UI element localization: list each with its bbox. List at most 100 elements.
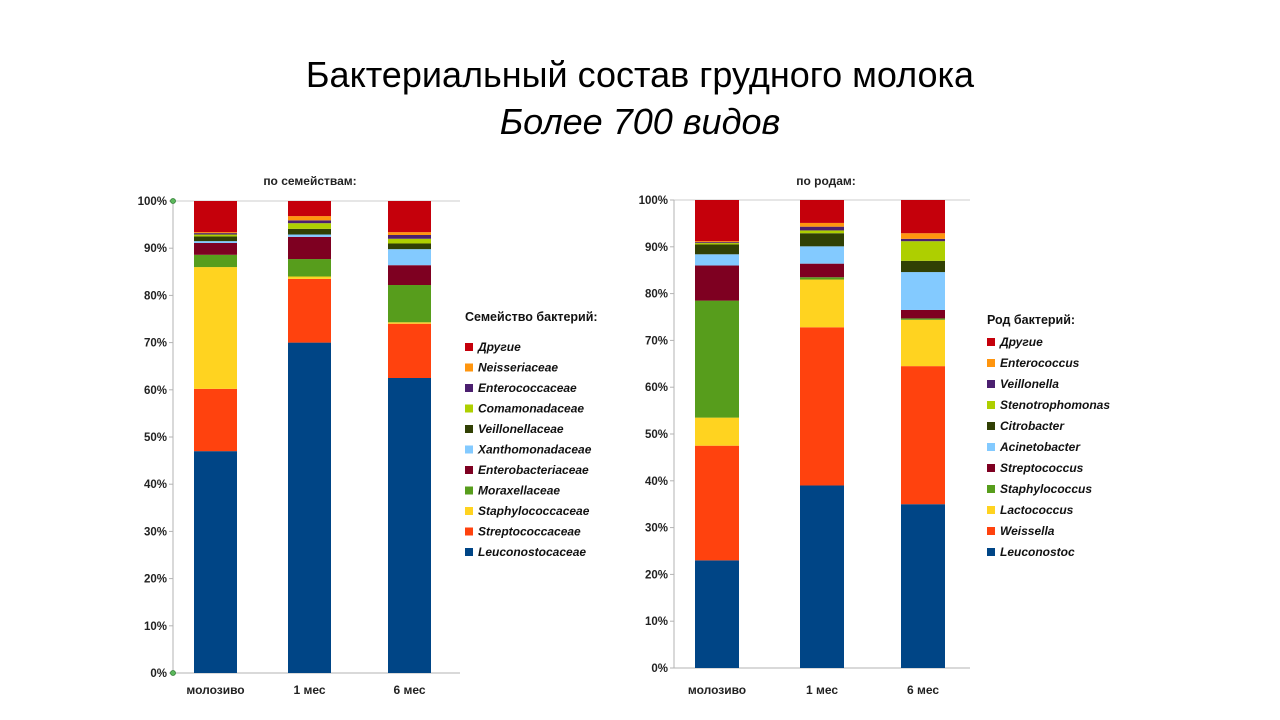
legend-label: Stenotrophomonas [1000,398,1110,412]
legend-label: Comamonadaceae [478,402,584,416]
y-tick-label: 70% [645,335,668,347]
axis-selection-handle [170,670,176,676]
legend-title: Род бактерий: [987,313,1075,327]
stacked-bar-segment [194,451,237,673]
stacked-bar-segment [388,265,431,286]
legend-swatch [465,384,473,392]
legend-swatch [465,425,473,433]
stacked-bar-segment [800,327,844,486]
axis-selection-handle [170,198,176,204]
stacked-bar-segment [695,560,739,668]
legend-label: Enterobacteriaceae [478,463,589,477]
stacked-bar-segment [695,254,739,266]
stacked-bar-segment [388,232,431,235]
stacked-bar-segment [800,279,844,328]
chart-genera: по родам: 0% 10% 20% 30% 40% 50% 60% 70% 80% 90% 10… [639,174,1111,697]
legend-swatch [987,464,995,472]
stacked-bar-segment [288,228,331,235]
y-tick-label: 50% [144,432,167,444]
legend-swatch [465,548,473,556]
legend-swatch [987,338,995,346]
stacked-bar-segment [388,378,431,673]
stacked-bar-segment [388,234,431,239]
y-tick-label: 80% [645,289,668,301]
stacked-bar-segment [288,201,331,217]
stacked-bar-segment [800,277,844,280]
y-tick-label: 70% [144,338,167,350]
stacked-bar-segment [800,263,844,278]
stacked-bar-segment [901,272,945,310]
stacked-bar-segment [800,200,844,223]
legend-label: Staphylococcus [1000,482,1092,496]
y-tick-label: 20% [144,574,167,586]
legend-swatch [987,506,995,514]
stacked-bar-segment [194,232,237,234]
legend-label: Neisseriaceae [478,361,558,375]
legend-swatch [465,363,473,372]
stacked-bar-segment [288,220,331,224]
y-tick-label: 80% [144,290,167,302]
legend-swatch [987,485,995,493]
y-tick-label: 50% [645,429,668,441]
legend-label: Veillonellaceae [478,422,564,436]
legend-label: Veillonella [1000,377,1059,391]
stacked-bar-segment [194,233,237,235]
legend-label: Acinetobacter [999,440,1081,454]
stacked-bar-segment [695,243,739,245]
legend-swatch [465,445,473,454]
stacked-bar-segment [695,241,739,243]
y-tick-label: 90% [645,242,668,254]
legend-swatch [987,401,995,409]
y-tick-label: 90% [144,243,167,255]
stacked-bar-segment [288,234,331,237]
legend-swatch [465,343,473,351]
y-tick-label: 10% [645,616,668,628]
legend-label: Citrobacter [1000,419,1065,433]
legend-swatch [465,466,473,474]
slide-title: Бактериальный состав грудного молока [305,54,975,95]
stacked-bar-segment [901,241,945,261]
stacked-bar-segment [695,200,739,242]
legend-swatch [987,380,995,388]
x-category-label: молозиво [186,683,244,697]
slide-subtitle: Более 700 видов [499,101,781,142]
y-tick-label: 40% [144,479,167,491]
legend-swatch [465,404,473,413]
legend-label: Другие [477,340,521,354]
stacked-bar-segment [901,319,945,367]
legend-swatch [465,486,473,495]
stacked-bar-segment [288,236,331,260]
x-category-label: молозиво [688,683,746,697]
stacked-bar-segment [901,318,945,320]
y-tick-label: 40% [645,476,668,488]
legend-label: Staphylococcaceae [478,504,590,518]
stacked-bar-segment [800,233,844,247]
stacked-bar-segment [800,222,844,227]
legend-label: Leuconostoc [1000,545,1075,559]
stacked-bar-segment [194,254,237,268]
legend-swatch [987,527,995,535]
stacked-bar-segment [194,243,237,255]
stacked-bar-segment [288,276,331,279]
legend-title: Семейство бактерий: [465,310,598,324]
stacked-bar-segment [901,366,945,505]
y-tick-label: 0% [150,668,167,680]
y-tick-label: 30% [645,523,668,535]
stacked-bar-segment [388,322,431,324]
legend-label: Streptococcus [1000,461,1084,475]
stacked-bar-segment [388,323,431,378]
legend-label: Enterococcus [1000,356,1080,370]
y-tick-label: 100% [639,195,668,207]
y-tick-label: 30% [144,526,167,538]
legend-swatch [465,507,473,515]
stacked-bar-segment [695,417,739,446]
stacked-bar-segment [695,445,739,561]
stacked-bar-segment [388,238,431,244]
stacked-bar-segment [695,242,739,244]
stacked-bar-segment [388,285,431,323]
stacked-bar-segment [901,260,945,273]
legend-label: Weissella [1000,524,1055,538]
chart-families: по семействам: 0% 10% 20% 30% 40% 50% 60% 70% 80%… [138,174,598,697]
legend-swatch [987,422,995,430]
